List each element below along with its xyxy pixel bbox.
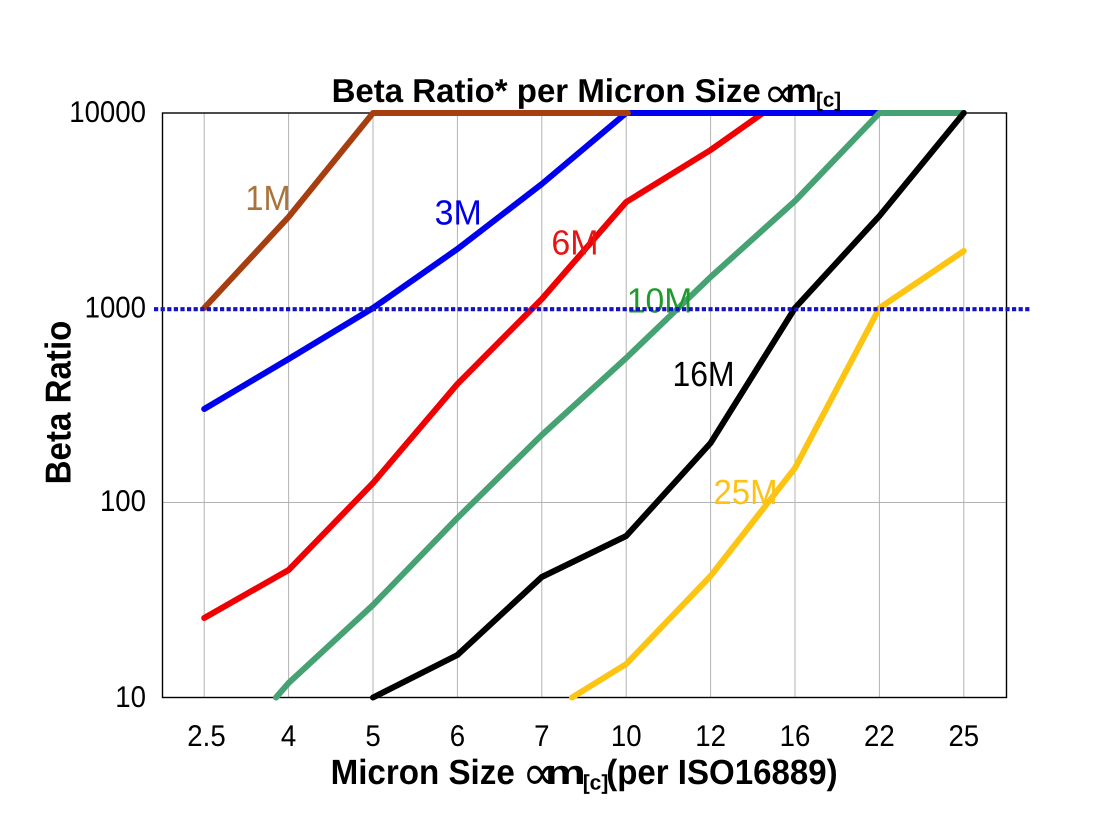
svg-text:2.5: 2.5 xyxy=(187,720,225,753)
svg-text:5: 5 xyxy=(365,720,380,753)
svg-text:10000: 10000 xyxy=(69,96,146,129)
svg-text:10M: 10M xyxy=(627,282,692,321)
svg-text:22: 22 xyxy=(864,720,895,753)
svg-text:3M: 3M xyxy=(435,194,482,233)
svg-text:16M: 16M xyxy=(673,355,735,394)
svg-text:∝: ∝ xyxy=(763,69,796,116)
svg-text:Beta Ratio: Beta Ratio xyxy=(38,321,79,485)
svg-text:12: 12 xyxy=(695,720,726,753)
svg-text:10: 10 xyxy=(115,681,146,714)
svg-text:16: 16 xyxy=(780,720,811,753)
svg-text:25: 25 xyxy=(948,720,979,753)
svg-text:100: 100 xyxy=(100,485,146,518)
svg-text:[c]: [c] xyxy=(583,772,609,795)
svg-text:m: m xyxy=(545,754,586,792)
svg-text:Micron Size: Micron Size xyxy=(331,753,515,792)
svg-text:10: 10 xyxy=(611,720,642,753)
svg-text:4: 4 xyxy=(281,720,296,753)
svg-text:Beta Ratio* per Micron Size: Beta Ratio* per Micron Size xyxy=(332,72,761,109)
svg-text:7: 7 xyxy=(534,720,549,753)
svg-text:1M: 1M xyxy=(245,179,290,218)
svg-text:∝: ∝ xyxy=(522,746,557,800)
svg-text:m: m xyxy=(785,72,816,109)
svg-text:25M: 25M xyxy=(713,473,777,512)
svg-text:(per ISO16889): (per ISO16889) xyxy=(606,753,837,792)
svg-text:6M: 6M xyxy=(551,224,598,263)
svg-text:6: 6 xyxy=(450,720,465,753)
svg-text:1000: 1000 xyxy=(85,292,146,325)
svg-text:[c]: [c] xyxy=(816,88,841,111)
